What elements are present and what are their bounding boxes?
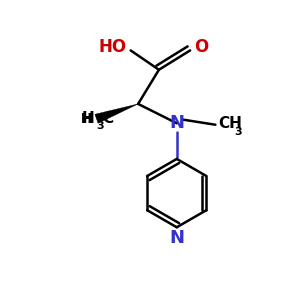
Text: H: H [80, 112, 92, 126]
Text: 3: 3 [96, 121, 103, 131]
Text: HO: HO [99, 38, 127, 56]
Polygon shape [95, 104, 138, 123]
Text: 3: 3 [234, 127, 242, 137]
Text: N: N [169, 229, 184, 247]
Text: CH: CH [218, 116, 242, 131]
Text: N: N [169, 114, 184, 132]
Text: C: C [102, 111, 113, 126]
Text: H: H [81, 111, 94, 126]
Text: H: H [80, 112, 92, 126]
Text: O: O [194, 38, 208, 56]
